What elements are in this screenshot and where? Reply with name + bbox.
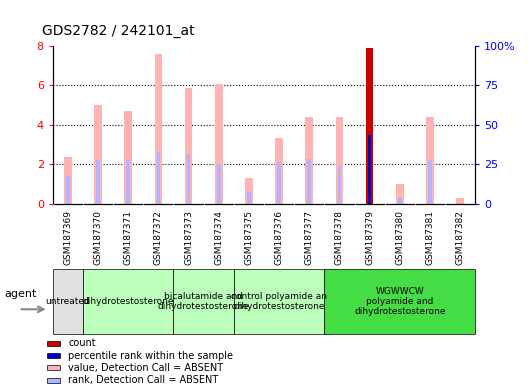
Bar bbox=[398, 198, 402, 204]
Bar bbox=[66, 176, 70, 204]
Bar bbox=[95, 105, 102, 204]
Text: untreated: untreated bbox=[45, 297, 90, 306]
Text: agent: agent bbox=[4, 289, 36, 299]
Bar bbox=[46, 341, 60, 346]
Text: GSM187372: GSM187372 bbox=[154, 210, 163, 265]
Text: GSM187375: GSM187375 bbox=[244, 210, 253, 265]
Text: WGWWCW
polyamide and
dihydrotestosterone: WGWWCW polyamide and dihydrotestosterone bbox=[354, 286, 446, 316]
Text: GSM187369: GSM187369 bbox=[63, 210, 72, 265]
Text: GSM187374: GSM187374 bbox=[214, 210, 223, 265]
Bar bbox=[53, 269, 83, 334]
Bar bbox=[247, 192, 251, 204]
Text: GSM187371: GSM187371 bbox=[124, 210, 133, 265]
Text: GSM187381: GSM187381 bbox=[426, 210, 435, 265]
Bar bbox=[426, 117, 433, 204]
Text: GSM187379: GSM187379 bbox=[365, 210, 374, 265]
Text: GSM187378: GSM187378 bbox=[335, 210, 344, 265]
Text: GSM187373: GSM187373 bbox=[184, 210, 193, 265]
Bar bbox=[64, 157, 72, 204]
Bar bbox=[366, 48, 373, 204]
Bar bbox=[368, 135, 371, 204]
Text: bicalutamide and
dihydrotestosterone: bicalutamide and dihydrotestosterone bbox=[158, 292, 249, 311]
Bar bbox=[126, 160, 130, 204]
Bar bbox=[428, 160, 432, 204]
Bar bbox=[234, 269, 324, 334]
Bar bbox=[185, 88, 192, 204]
Text: rank, Detection Call = ABSENT: rank, Detection Call = ABSENT bbox=[68, 375, 219, 384]
Bar bbox=[306, 117, 313, 204]
Text: GSM187380: GSM187380 bbox=[395, 210, 404, 265]
Bar bbox=[96, 160, 100, 204]
Bar bbox=[277, 162, 281, 204]
Bar bbox=[217, 164, 221, 204]
Bar bbox=[187, 154, 191, 204]
Bar bbox=[275, 137, 283, 204]
Bar bbox=[336, 117, 343, 204]
Bar bbox=[456, 198, 464, 204]
Text: GSM187377: GSM187377 bbox=[305, 210, 314, 265]
Text: GDS2782 / 242101_at: GDS2782 / 242101_at bbox=[42, 25, 195, 38]
Text: dihydrotestosterone: dihydrotestosterone bbox=[82, 297, 174, 306]
Bar bbox=[245, 178, 253, 204]
Text: control polyamide an
dihydrotestosterone: control polyamide an dihydrotestosterone bbox=[231, 292, 327, 311]
Bar bbox=[46, 377, 60, 382]
Bar bbox=[125, 111, 132, 204]
Bar bbox=[157, 152, 160, 204]
Bar bbox=[396, 184, 403, 204]
Text: count: count bbox=[68, 338, 96, 348]
Text: GSM187370: GSM187370 bbox=[93, 210, 102, 265]
Bar bbox=[337, 165, 341, 204]
Bar bbox=[46, 353, 60, 358]
Bar bbox=[174, 269, 234, 334]
Text: value, Detection Call = ABSENT: value, Detection Call = ABSENT bbox=[68, 362, 223, 372]
Bar bbox=[324, 269, 475, 334]
Text: percentile rank within the sample: percentile rank within the sample bbox=[68, 351, 233, 361]
Bar bbox=[83, 269, 174, 334]
Bar bbox=[307, 159, 311, 204]
Text: GSM187376: GSM187376 bbox=[275, 210, 284, 265]
Bar bbox=[215, 84, 222, 204]
Bar bbox=[46, 365, 60, 370]
Text: GSM187382: GSM187382 bbox=[456, 210, 465, 265]
Bar bbox=[155, 54, 162, 204]
